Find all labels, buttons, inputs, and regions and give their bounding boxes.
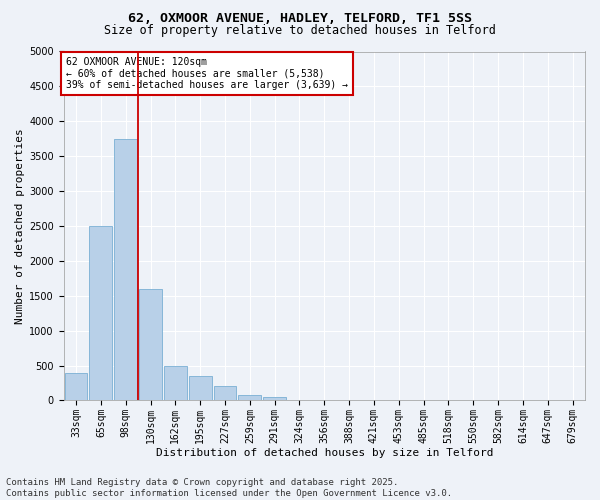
Y-axis label: Number of detached properties: Number of detached properties [15,128,25,324]
Bar [89,226,112,400]
Bar [263,397,286,400]
Bar [164,366,187,400]
Bar [189,376,212,400]
Bar [238,395,261,400]
Text: 62, OXMOOR AVENUE, HADLEY, TELFORD, TF1 5SS: 62, OXMOOR AVENUE, HADLEY, TELFORD, TF1 … [128,12,472,26]
Text: 62 OXMOOR AVENUE: 120sqm
← 60% of detached houses are smaller (5,538)
39% of sem: 62 OXMOOR AVENUE: 120sqm ← 60% of detach… [66,56,348,90]
X-axis label: Distribution of detached houses by size in Telford: Distribution of detached houses by size … [155,448,493,458]
Bar [214,386,236,400]
Bar [139,289,162,401]
Bar [114,138,137,400]
Bar [65,373,88,400]
Text: Contains HM Land Registry data © Crown copyright and database right 2025.
Contai: Contains HM Land Registry data © Crown c… [6,478,452,498]
Text: Size of property relative to detached houses in Telford: Size of property relative to detached ho… [104,24,496,37]
